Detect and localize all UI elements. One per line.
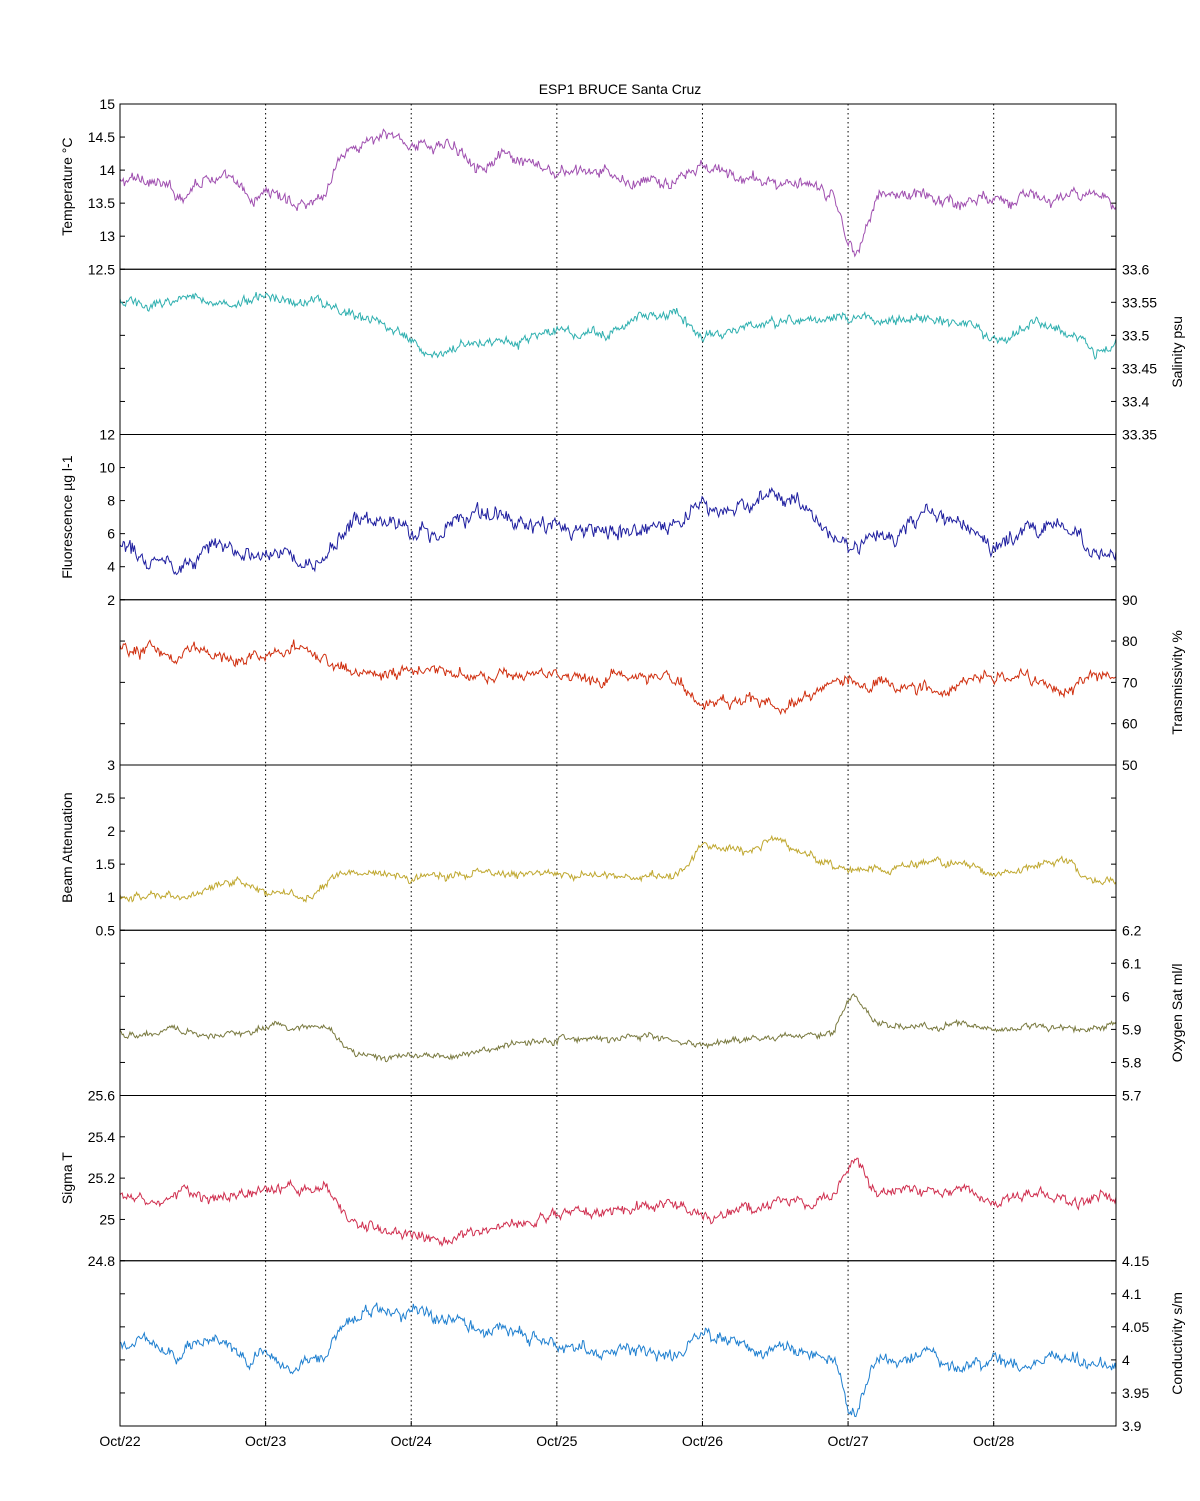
y-axis-label: Oxygen Sat ml/l <box>1169 963 1185 1062</box>
panel-transmissivity: 50 60 70 80 90 Transmissivity % <box>119 592 1185 773</box>
panel-oxygen_sat: 5.7 5.8 5.9 6 6.1 6.2 Oxygen Sat ml/l <box>119 922 1185 1104</box>
ytick-label: 50 <box>1122 757 1138 773</box>
ytick-label: 8 <box>107 493 115 509</box>
ytick-label: 80 <box>1122 633 1138 649</box>
ytick-label: 6 <box>107 526 115 542</box>
xtick-label: Oct/28 <box>973 1433 1014 1449</box>
ytick-label: 25.6 <box>88 1088 115 1104</box>
ytick-label: 13 <box>99 228 115 244</box>
xtick-label: Oct/25 <box>536 1433 577 1449</box>
ytick-label: 13.5 <box>88 195 115 211</box>
ytick-label: 3.9 <box>1122 1418 1142 1434</box>
series-line-fluorescence <box>119 486 1117 576</box>
ytick-label: 3.95 <box>1122 1385 1149 1401</box>
ytick-label: 33.6 <box>1122 261 1149 277</box>
ytick-label: 25.2 <box>88 1170 115 1186</box>
ytick-label: 33.55 <box>1122 294 1157 310</box>
y-axis-label: Beam Attenuation <box>59 792 75 903</box>
series-line-beam_attenuation <box>119 834 1117 904</box>
ytick-label: 5.9 <box>1122 1021 1142 1037</box>
ytick-label: 12 <box>99 427 115 443</box>
ytick-label: 15 <box>99 96 115 112</box>
ytick-label: 25 <box>99 1211 115 1227</box>
series-line-oxygen_sat <box>119 993 1117 1063</box>
xtick-label: Oct/27 <box>827 1433 868 1449</box>
chart-title: ESP1 BRUCE Santa Cruz <box>539 81 702 97</box>
series-line-sigma_t <box>119 1157 1117 1247</box>
y-axis-label: Fluorescence µg l-1 <box>59 455 75 578</box>
ytick-label: 70 <box>1122 674 1138 690</box>
ytick-label: 33.35 <box>1122 427 1157 443</box>
panel-beam_attenuation: 0.5 1 1.5 2 2.5 3 Beam Attenuation <box>59 757 1117 938</box>
ytick-label: 4 <box>1122 1352 1130 1368</box>
ytick-label: 4.05 <box>1122 1319 1149 1335</box>
ytick-label: 0.5 <box>96 922 116 938</box>
ytick-label: 4.15 <box>1122 1253 1149 1269</box>
y-axis-label: Temperature °C <box>59 138 75 236</box>
xtick-label: Oct/26 <box>682 1433 723 1449</box>
panel-salinity: 33.35 33.4 33.45 33.5 33.55 33.6 Salinity psu <box>119 261 1185 443</box>
ytick-label: 6.2 <box>1122 922 1142 938</box>
xtick-label: Oct/24 <box>391 1433 432 1449</box>
series-line-salinity <box>119 291 1117 360</box>
ytick-label: 14 <box>99 162 115 178</box>
ytick-label: 5.8 <box>1122 1054 1142 1070</box>
xtick-label: Oct/23 <box>245 1433 286 1449</box>
y-axis-label: Transmissivity % <box>1169 630 1185 735</box>
ytick-label: 2 <box>107 592 115 608</box>
y-axis-label: Salinity psu <box>1169 316 1185 388</box>
ytick-label: 33.5 <box>1122 327 1149 343</box>
ytick-label: 90 <box>1122 592 1138 608</box>
series-line-transmissivity <box>119 639 1117 716</box>
ytick-label: 1.5 <box>96 856 116 872</box>
ytick-label: 4.1 <box>1122 1286 1142 1302</box>
ytick-label: 25.4 <box>88 1129 115 1145</box>
ytick-label: 4 <box>107 559 115 575</box>
panel-conductivity: 3.9 3.95 4 4.05 4.1 4.15 Conductivity s/m <box>119 1253 1185 1434</box>
ytick-label: 12.5 <box>88 261 115 277</box>
ytick-label: 14.5 <box>88 129 115 145</box>
ytick-label: 3 <box>107 757 115 773</box>
ytick-label: 33.4 <box>1122 393 1149 409</box>
ytick-label: 33.45 <box>1122 360 1157 376</box>
series-line-conductivity <box>119 1302 1117 1418</box>
y-axis-label: Conductivity s/m <box>1169 1292 1185 1395</box>
y-axis-label: Sigma T <box>59 1152 75 1204</box>
ytick-label: 1 <box>107 889 115 905</box>
series-line-temperature <box>119 128 1117 258</box>
ytick-label: 6.1 <box>1122 955 1142 971</box>
ytick-label: 5.7 <box>1122 1088 1142 1104</box>
ytick-label: 2.5 <box>96 790 116 806</box>
ytick-label: 60 <box>1122 716 1138 732</box>
ytick-label: 2 <box>107 823 115 839</box>
ytick-label: 10 <box>99 460 115 476</box>
x-axis: Oct/22 Oct/23 Oct/24 Oct/25 Oct/26 Oct/27 Oct/… <box>99 1421 1015 1449</box>
ytick-label: 24.8 <box>88 1253 115 1269</box>
xtick-label: Oct/22 <box>99 1433 140 1449</box>
panel-frame <box>119 1260 1117 1427</box>
ytick-label: 6 <box>1122 988 1130 1004</box>
